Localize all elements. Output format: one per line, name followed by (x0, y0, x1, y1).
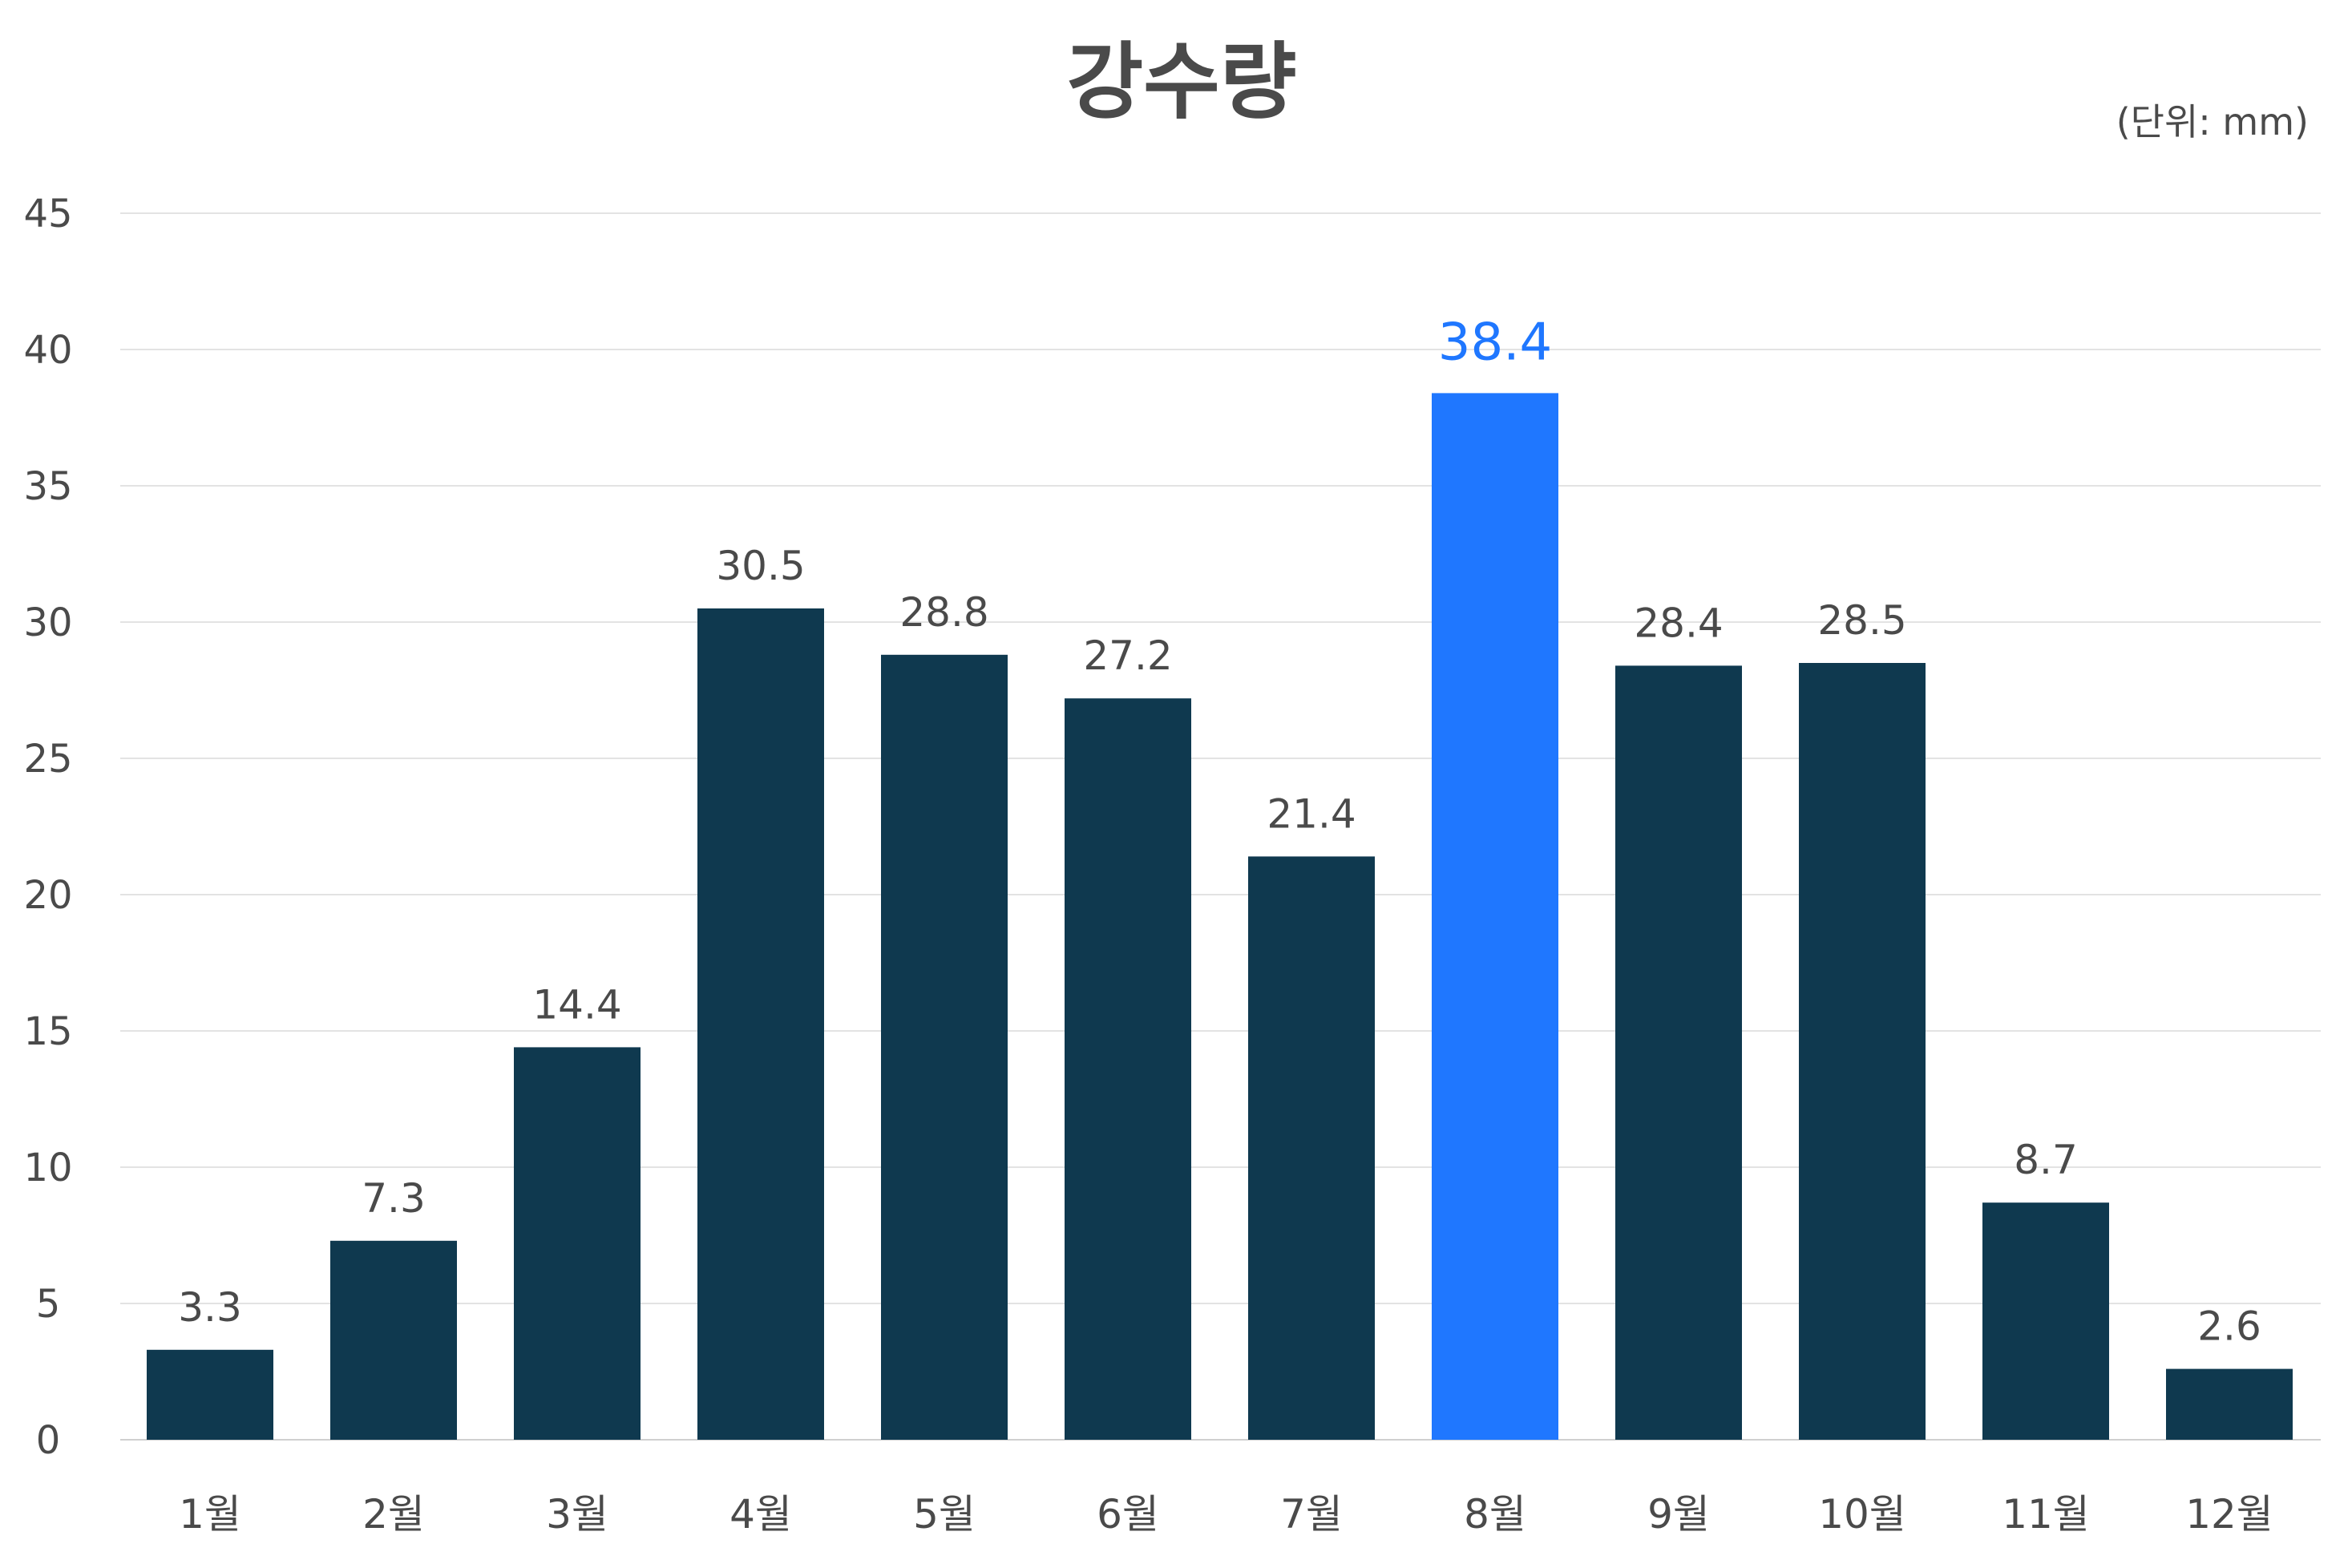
x-axis-ticks: 1월 2월 3월 4월 5월 6월 7월 8월 9월 10월 11월 12월 (179, 1491, 2273, 1538)
x-tick-label-8: 8월 (1464, 1491, 1526, 1538)
y-tick-label: 0 (36, 1418, 61, 1463)
bar-10 (1799, 663, 1926, 1440)
bar-6 (1065, 698, 1191, 1440)
bar-7 (1248, 856, 1375, 1440)
data-label-9: 28.4 (1634, 600, 1723, 646)
x-tick-label-12: 12월 (2185, 1491, 2273, 1538)
y-tick-label: 5 (36, 1282, 61, 1327)
data-label-6: 27.2 (1083, 632, 1172, 679)
bar-9 (1615, 665, 1742, 1440)
x-tick-label-7: 7월 (1280, 1491, 1343, 1538)
y-tick-label: 25 (23, 737, 72, 782)
y-tick-label: 30 (23, 600, 72, 645)
x-tick-label-3: 3월 (546, 1491, 608, 1538)
bar-4 (697, 608, 824, 1440)
x-tick-label-10: 10월 (1818, 1491, 1906, 1538)
data-label-8: 38.4 (1438, 313, 1553, 372)
bar-1 (147, 1349, 273, 1440)
data-label-7: 21.4 (1267, 790, 1356, 837)
data-label-10: 28.5 (1817, 597, 1906, 644)
data-label-1: 3.3 (178, 1284, 242, 1331)
chart-title: 강수량 (1066, 33, 1296, 131)
x-tick-label-9: 9월 (1647, 1491, 1710, 1538)
data-label-4: 30.5 (716, 543, 805, 589)
y-tick-label: 45 (23, 192, 72, 236)
unit-note: (단위: mm) (2116, 100, 2309, 143)
y-tick-label: 10 (23, 1146, 72, 1190)
data-label-12: 2.6 (2197, 1303, 2261, 1350)
y-axis-ticks: 0 5 10 15 20 25 30 35 40 45 (23, 192, 72, 1463)
data-label-3: 14.4 (532, 981, 621, 1028)
data-label-11: 8.7 (2014, 1137, 2078, 1183)
data-label-2: 7.3 (362, 1175, 426, 1222)
bar-5 (881, 654, 1008, 1440)
data-label-5: 28.8 (899, 589, 988, 636)
bar-11 (1982, 1202, 2109, 1440)
data-label-layer: 3.3 7.3 14.4 30.5 28.8 27.2 21.4 38.4 28.4 28.5 8.… (178, 313, 2261, 1349)
y-tick-label: 20 (23, 873, 72, 918)
bar-layer (147, 393, 2293, 1440)
x-tick-label-2: 2월 (362, 1491, 425, 1538)
grid-layer (120, 212, 2321, 1441)
x-tick-label-5: 5월 (913, 1491, 976, 1538)
x-tick-label-4: 4월 (729, 1491, 792, 1538)
y-tick-label: 35 (23, 464, 72, 509)
x-tick-label-6: 6월 (1097, 1491, 1159, 1538)
y-tick-label: 40 (23, 328, 72, 373)
x-tick-label-11: 11월 (2002, 1491, 2090, 1538)
bar-8 (1432, 393, 1558, 1440)
x-tick-label-1: 1월 (179, 1491, 241, 1538)
bar-12 (2166, 1368, 2293, 1440)
bar-3 (514, 1047, 641, 1440)
y-tick-label: 15 (23, 1009, 72, 1054)
bar-2 (330, 1240, 457, 1440)
